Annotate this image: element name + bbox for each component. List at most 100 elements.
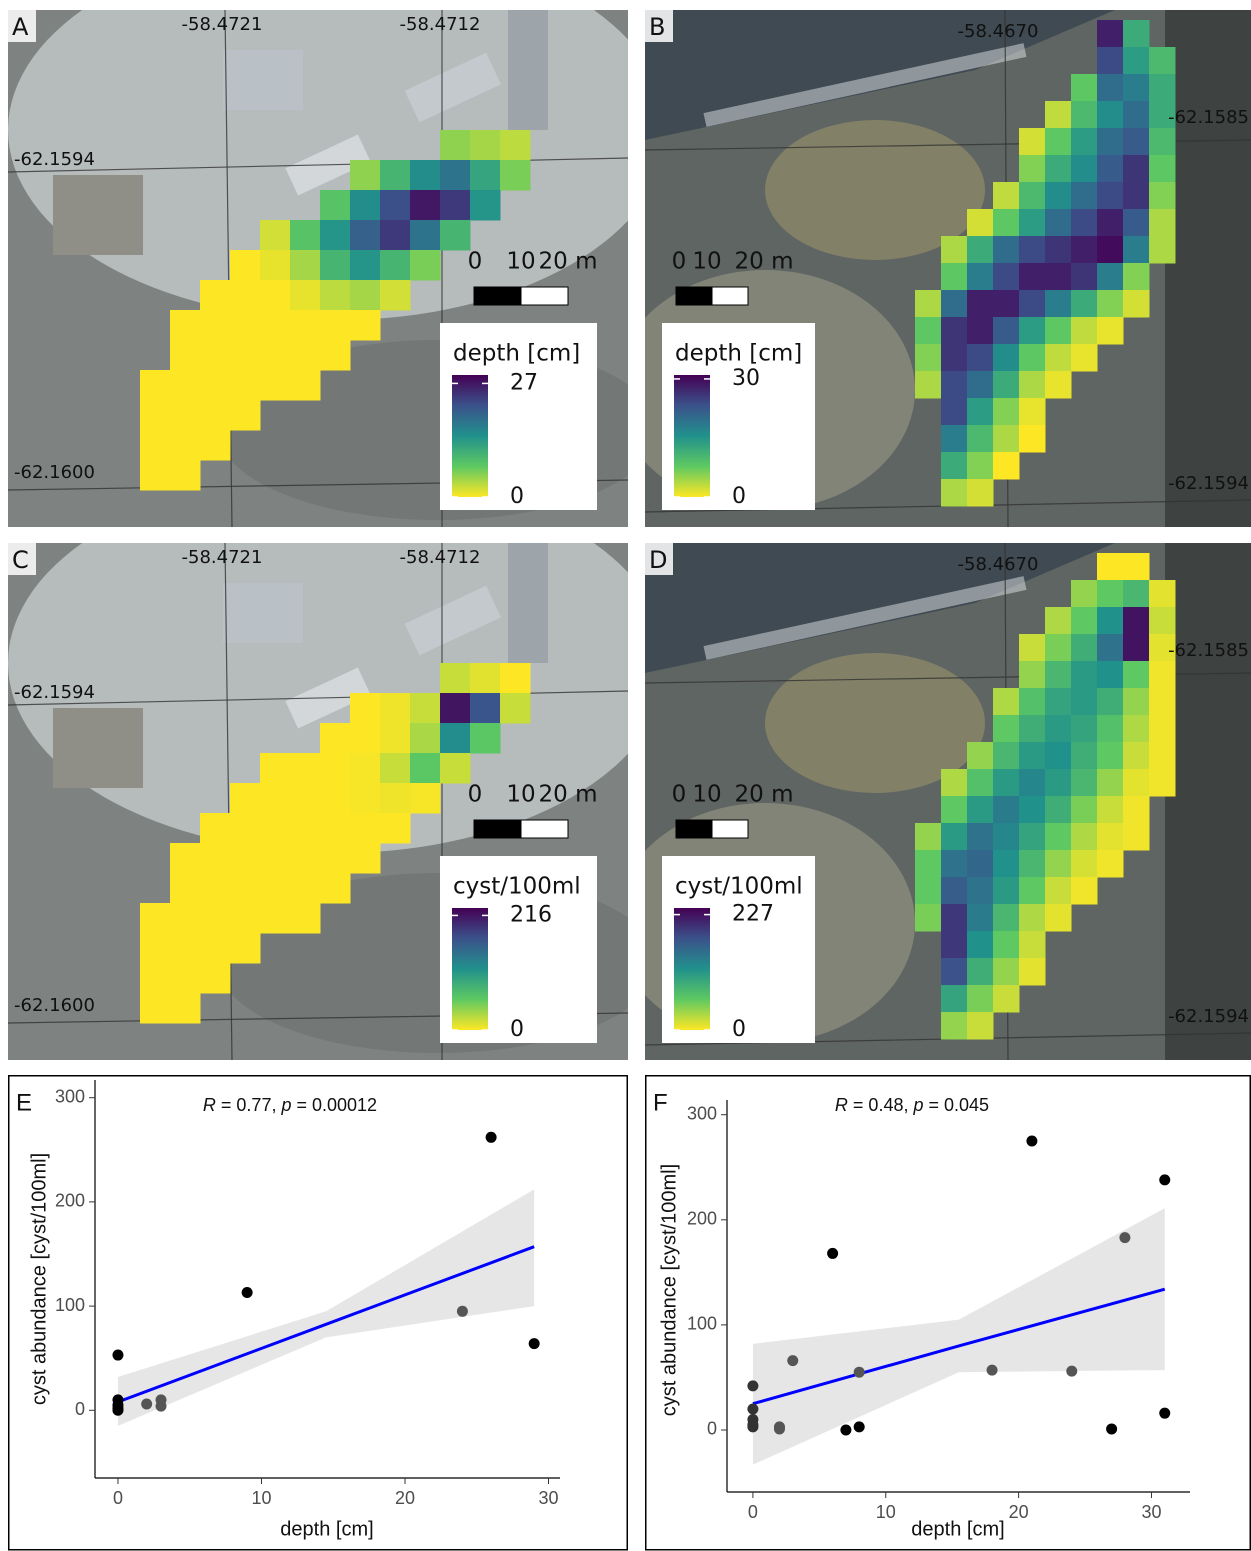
raster-cell <box>915 317 942 345</box>
raster-cell <box>1123 236 1150 264</box>
raster-cell <box>230 370 261 401</box>
y-axis-label: cyst abundance [cyst/100ml] <box>28 1153 50 1405</box>
raster-cell <box>1071 877 1098 905</box>
raster-cell <box>230 340 261 371</box>
raster-cell <box>260 753 291 784</box>
raster-cell <box>290 280 321 311</box>
scale-label: 0 <box>468 249 483 275</box>
raster-cell <box>350 310 381 341</box>
raster-cell <box>380 250 411 281</box>
raster-cell <box>380 280 411 311</box>
raster-cell <box>1123 101 1150 129</box>
raster-cell <box>1123 634 1150 662</box>
raster-cell <box>1097 742 1124 770</box>
raster-cell <box>230 310 261 341</box>
scale-label: 20 m <box>735 782 794 808</box>
raster-cell <box>993 958 1020 986</box>
raster-cell <box>1045 796 1072 824</box>
raster-cell <box>941 1012 968 1040</box>
raster-cell <box>993 715 1020 743</box>
raster-cell <box>1019 796 1046 824</box>
raster-cell <box>915 877 942 905</box>
raster-cell <box>1123 742 1150 770</box>
scale-bar <box>712 287 748 305</box>
raster-cell <box>260 873 291 904</box>
raster-cell <box>941 479 968 507</box>
longitude-label: -58.4670 <box>958 21 1039 42</box>
data-point <box>1106 1423 1117 1434</box>
raster-cell <box>200 963 231 994</box>
data-point <box>747 1421 758 1432</box>
raster-cell <box>941 958 968 986</box>
raster-cell <box>290 873 321 904</box>
x-axis-label: depth [cm] <box>280 1518 373 1540</box>
y-tick-label: 300 <box>687 1103 717 1123</box>
raster-cell <box>1045 182 1072 210</box>
y-tick-label: 300 <box>55 1086 85 1106</box>
raster-cell <box>993 398 1020 426</box>
raster-cell <box>967 344 994 372</box>
raster-cell <box>1019 742 1046 770</box>
data-point <box>747 1403 758 1414</box>
panel-letter: A <box>12 13 29 41</box>
raster-cell <box>993 904 1020 932</box>
raster-cell <box>320 813 351 844</box>
annotation-part: p <box>912 1095 923 1115</box>
raster-cell <box>1123 209 1150 237</box>
raster-cell <box>470 693 501 724</box>
raster-cell <box>993 688 1020 716</box>
raster-cell <box>200 280 231 311</box>
raster-cell <box>967 371 994 399</box>
x-tick-label: 20 <box>1009 1502 1029 1522</box>
y-tick-label: 0 <box>75 1399 85 1419</box>
raster-cell <box>1019 290 1046 318</box>
raster-cell <box>1019 877 1046 905</box>
raster-cell <box>1019 371 1046 399</box>
data-point <box>1119 1232 1130 1243</box>
raster-cell <box>350 220 381 251</box>
plot-border <box>9 1076 628 1550</box>
raster-cell <box>1071 155 1098 183</box>
raster-cell <box>410 220 441 251</box>
raster-cell <box>1071 580 1098 608</box>
raster-cell <box>230 813 261 844</box>
raster-cell <box>1045 688 1072 716</box>
raster-cell <box>170 370 201 401</box>
raster-cell <box>967 452 994 480</box>
raster-cell <box>993 209 1020 237</box>
raster-cell <box>1097 155 1124 183</box>
raster-cell <box>1071 101 1098 129</box>
raster-cell <box>967 209 994 237</box>
data-point <box>774 1423 785 1434</box>
raster-cell <box>200 340 231 371</box>
raster-cell <box>1045 607 1072 635</box>
colorbar-label: 0 <box>732 1017 746 1042</box>
raster-cell <box>941 904 968 932</box>
panel-letter: C <box>12 546 29 574</box>
raster-cell <box>380 753 411 784</box>
raster-cell <box>993 182 1020 210</box>
raster-cell <box>1123 823 1150 851</box>
raster-cell <box>230 903 261 934</box>
y-axis-label: cyst abundance [cyst/100ml] <box>658 1164 680 1416</box>
raster-cell <box>967 931 994 959</box>
raster-cell <box>1019 823 1046 851</box>
latitude-label: -62.1585 <box>1168 107 1249 128</box>
data-point <box>854 1421 865 1432</box>
raster-cell <box>1097 769 1124 797</box>
raster-cell <box>500 130 531 161</box>
panel-letter: F <box>653 1089 668 1116</box>
camp <box>53 175 143 255</box>
raster-cell <box>140 903 171 934</box>
raster-cell <box>967 1012 994 1040</box>
longitude-label: -58.4712 <box>400 547 481 568</box>
raster-cell <box>470 130 501 161</box>
raster-cell <box>993 317 1020 345</box>
raster-cell <box>260 813 291 844</box>
raster-cell <box>1019 209 1046 237</box>
raster-cell <box>320 250 351 281</box>
raster-cell <box>290 310 321 341</box>
raster-cell <box>1123 182 1150 210</box>
raster-cell <box>1045 742 1072 770</box>
